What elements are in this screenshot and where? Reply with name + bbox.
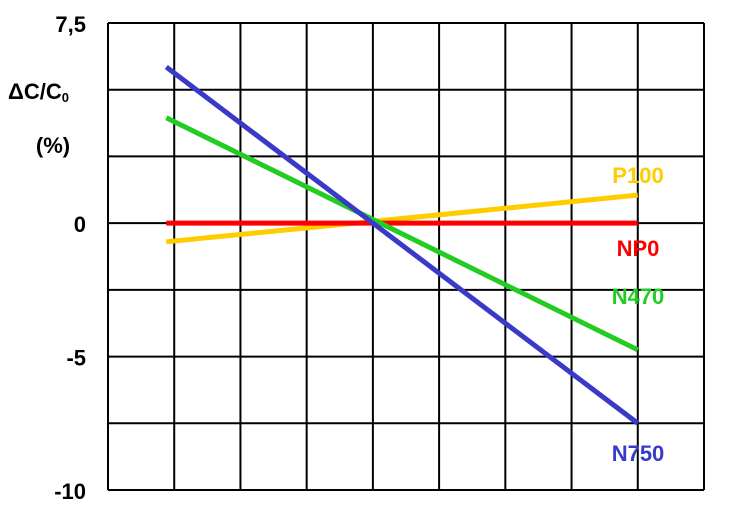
- y-tick-label: -10: [54, 479, 86, 500]
- y-tick-label: 7,5: [55, 12, 86, 37]
- series-label: N470: [612, 284, 665, 309]
- y-axis-label: ΔC/C0: [8, 79, 69, 106]
- series-line: [166, 192, 639, 245]
- series-label: P100: [612, 163, 663, 188]
- y-tick-label: -5: [66, 345, 86, 370]
- y-label-sub: 0: [62, 90, 69, 105]
- y-tick-label: 0: [74, 212, 86, 237]
- series-label: N750: [612, 441, 665, 466]
- y-label-main: ΔC/C: [8, 79, 62, 104]
- series-line: [164, 65, 640, 426]
- series-line: [165, 115, 639, 353]
- y-axis-unit: (%): [36, 133, 70, 158]
- series-label: NP0: [617, 236, 660, 261]
